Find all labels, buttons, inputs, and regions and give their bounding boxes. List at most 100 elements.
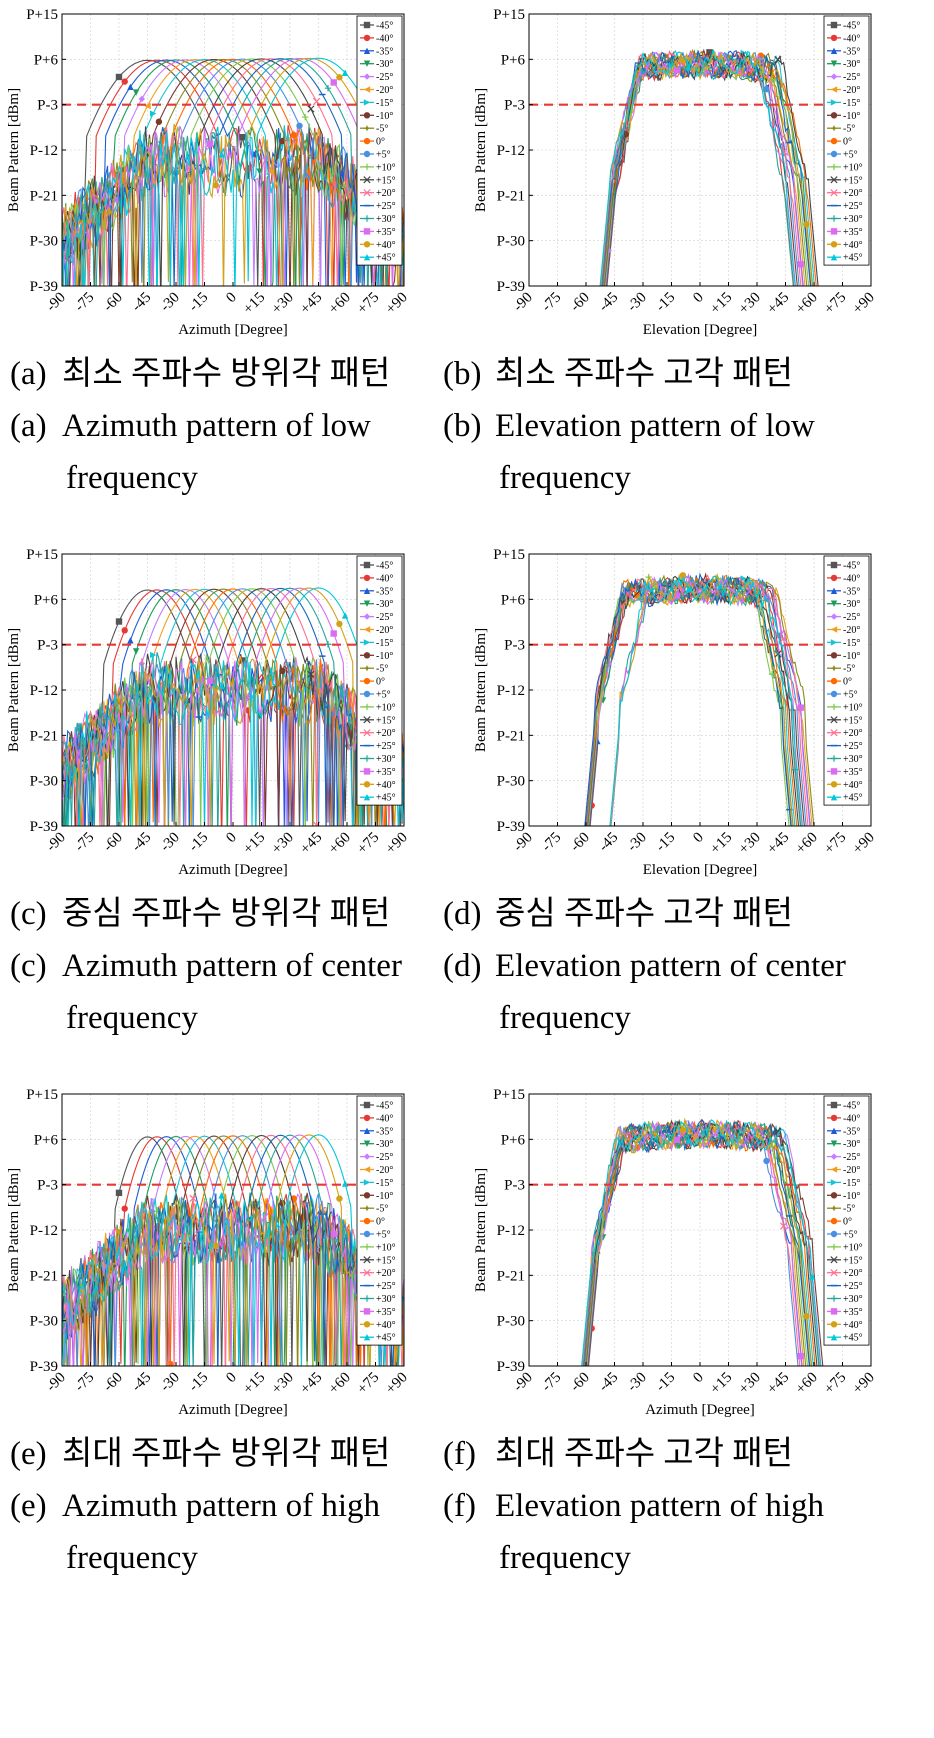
- legend-label: -30°: [376, 1139, 393, 1150]
- series-marker-6: [267, 169, 275, 176]
- caption-e: (e) 최대 주파수 방위각 패턴 (e) Azimuth pattern of h…: [10, 1436, 391, 1576]
- legend-marker: [363, 781, 371, 788]
- legend-marker: [363, 1192, 371, 1199]
- y-tick-label: P+6: [34, 1132, 59, 1148]
- x-tick-label: +60: [793, 830, 821, 858]
- legend-marker: [830, 729, 838, 737]
- legend: -45°-40° -35° -30° -25° -20° -15° -10° -5° 0° +5°…: [823, 555, 870, 806]
- x-axis-label: Azimuth [Degree]: [178, 322, 288, 338]
- x-tick-label: -75: [539, 830, 564, 855]
- series-marker-18: [212, 1242, 220, 1249]
- legend: -45°-40° -35° -30° -25° -20° -15° -10° -5° 0° +5°…: [823, 15, 870, 266]
- series-group: [599, 48, 819, 286]
- y-tick-label: P-3: [37, 1178, 58, 1194]
- legend-label: +5°: [843, 150, 858, 161]
- legend-marker: [363, 1166, 371, 1173]
- x-tick-label: -75: [539, 290, 564, 315]
- x-tick-label: 0: [690, 830, 707, 847]
- series-marker-3: [127, 637, 134, 644]
- legend-marker: [830, 677, 838, 685]
- series-marker-18: [679, 572, 687, 579]
- legend-marker: [363, 1153, 371, 1160]
- series-line-18: [599, 51, 813, 286]
- legend-marker: [830, 1217, 838, 1225]
- x-tick-label: -60: [100, 1370, 125, 1395]
- x-tick-label: +15: [240, 1370, 268, 1398]
- series-marker-18: [803, 221, 810, 228]
- series-line-17: [62, 587, 404, 826]
- legend-marker: [830, 613, 838, 620]
- series-marker-16: [201, 165, 208, 173]
- series-marker-2: [121, 1205, 128, 1212]
- series-marker-4: [132, 648, 140, 655]
- series-marker-17: [674, 67, 681, 74]
- x-tick-label: -45: [129, 1370, 154, 1395]
- legend-marker: [363, 241, 371, 248]
- series-line-16: [610, 575, 801, 826]
- legend-label: +30°: [843, 754, 863, 765]
- x-tick-label: +60: [326, 1370, 354, 1398]
- beam-chart-c: P+15P+6P-3P-12P-21P-30P-39-90 -75 -60 -45 -3…: [6, 547, 411, 878]
- x-tick-label: +90: [850, 1370, 878, 1398]
- legend-marker: [830, 254, 838, 261]
- x-tick-label: -15: [653, 290, 678, 315]
- legend-marker: [830, 716, 838, 724]
- legend-label: -15°: [376, 98, 393, 109]
- legend-marker: [830, 1205, 838, 1212]
- x-tick-label: +45: [764, 1370, 792, 1398]
- legend-marker: [363, 561, 371, 569]
- legend: -45°-40° -35° -30° -25° -20° -15° -10° -5° 0° +5°…: [356, 15, 403, 266]
- y-tick-label: P-39: [497, 819, 525, 835]
- y-tick-label: P+15: [493, 1087, 525, 1103]
- legend-marker: [363, 1140, 371, 1147]
- legend-label: -25°: [843, 72, 860, 83]
- x-tick-label: +45: [297, 290, 325, 318]
- legend-label: +35°: [376, 227, 396, 238]
- series-line-11: [585, 575, 807, 826]
- series-marker-19: [685, 64, 692, 71]
- legend-label: +25°: [376, 1281, 396, 1292]
- legend-label: -30°: [843, 59, 860, 70]
- legend-marker: [363, 1114, 371, 1122]
- legend-label: -40°: [843, 1113, 860, 1124]
- x-axis-label: Azimuth [Degree]: [178, 1402, 288, 1418]
- legend-marker: [830, 1334, 838, 1341]
- x-tick-label: +90: [383, 830, 411, 858]
- y-tick-label: P-3: [37, 98, 58, 114]
- y-tick-label: P-12: [30, 1223, 58, 1239]
- series-marker-11: [296, 122, 303, 129]
- x-tick-label: -30: [157, 1370, 182, 1395]
- y-axis-label: Beam Pattern [dBm]: [6, 1168, 22, 1292]
- series-line-10: [62, 1135, 404, 1366]
- beam-chart-a: P+15P+6P-3P-12P-21P-30P-39-90 -75 -60 -45 -3…: [6, 7, 411, 338]
- legend-label: -20°: [376, 85, 393, 96]
- x-tick-label: +60: [793, 1370, 821, 1398]
- series-marker-8: [279, 667, 286, 675]
- legend-marker: [363, 215, 371, 222]
- legend-label: -40°: [843, 573, 860, 584]
- x-tick-label: -45: [129, 830, 154, 855]
- legend-marker: [830, 1114, 838, 1122]
- legend-label: +15°: [843, 175, 863, 186]
- y-tick-label: P-21: [497, 728, 525, 744]
- legend-marker: [363, 86, 371, 93]
- legend-label: 0°: [376, 137, 385, 148]
- legend: -45°-40° -35° -30° -25° -20° -15° -10° -5° 0° +5°…: [356, 555, 403, 806]
- legend-marker: [363, 1295, 371, 1302]
- legend-label: +20°: [376, 188, 396, 199]
- x-tick-label: +90: [383, 1370, 411, 1398]
- legend-marker: [830, 600, 838, 607]
- legend-label: +40°: [376, 780, 396, 791]
- legend-label: -15°: [843, 638, 860, 649]
- legend-marker: [363, 176, 371, 184]
- legend-marker: [830, 99, 838, 106]
- y-tick-label: P-21: [30, 188, 58, 204]
- legend-marker: [363, 626, 371, 633]
- series-marker-18: [803, 1312, 810, 1320]
- chart-panel-d: P+15 P+6 P-3 P-12 P-21 P-30 P-39 -90 -75 -60 -45 -3…: [467, 540, 934, 885]
- series-marker-11: [763, 86, 770, 93]
- series-line-19: [62, 587, 404, 826]
- legend-label: -10°: [376, 651, 393, 662]
- legend-label: -25°: [376, 612, 393, 623]
- legend-label: +10°: [843, 162, 863, 173]
